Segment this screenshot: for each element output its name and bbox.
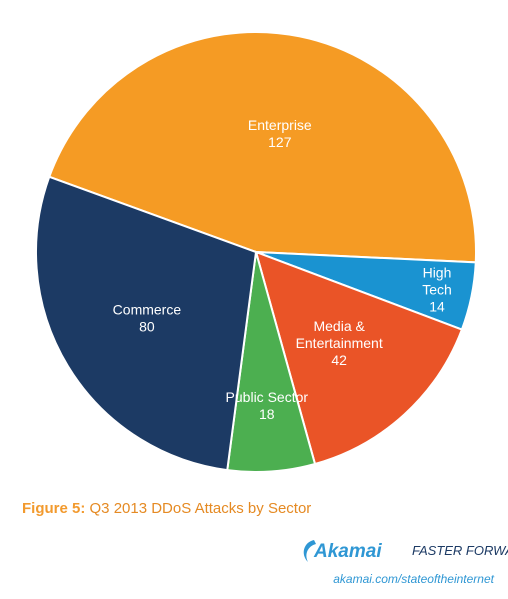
brand-url: akamai.com/stateoftheinternet <box>333 572 494 586</box>
pie-slices <box>35 31 477 473</box>
slice-value: 18 <box>259 406 275 422</box>
akamai-swoosh-icon <box>303 540 316 562</box>
label-media-entertainment: Media & Entertainment 42 <box>296 318 383 368</box>
slice-category: Entertainment <box>296 335 383 351</box>
slice-value: 127 <box>268 134 292 150</box>
slice-value: 80 <box>139 319 155 335</box>
slice-value: 14 <box>429 298 445 314</box>
pie-labels: Enterprise 127 High Tech 14 Media & Entertainm… <box>113 117 452 422</box>
brand-tagline: FASTER FORWARD <box>412 543 508 558</box>
figure-caption: Figure 5: Q3 2013 DDoS Attacks by Sector <box>22 500 311 517</box>
slice-category: High <box>423 264 452 280</box>
slice-commerce <box>35 175 258 472</box>
brand-block: Akamai FASTER FORWARD <box>300 538 508 564</box>
slice-enterprise <box>47 31 477 264</box>
akamai-logo: Akamai <box>303 540 382 562</box>
slice-category: Media & <box>313 318 365 334</box>
slice-category: Tech <box>422 281 452 297</box>
akamai-logo-text: Akamai <box>313 541 382 562</box>
pie-chart: Enterprise 127 High Tech 14 Media & Entertainm… <box>35 31 477 473</box>
slice-category: Enterprise <box>248 117 312 133</box>
label-high-tech: High Tech 14 <box>422 264 452 314</box>
slice-value: 42 <box>331 352 347 368</box>
figure-number: Figure 5: <box>22 500 86 517</box>
slice-media-entertainment <box>254 250 464 466</box>
label-public-sector: Public Sector 18 <box>226 389 309 422</box>
slice-category: Commerce <box>113 302 182 318</box>
label-enterprise: Enterprise 127 <box>248 117 312 150</box>
label-commerce: Commerce 80 <box>113 302 182 335</box>
figure-title: Q3 2013 DDoS Attacks by Sector <box>89 500 312 517</box>
slice-category: Public Sector <box>226 389 309 405</box>
